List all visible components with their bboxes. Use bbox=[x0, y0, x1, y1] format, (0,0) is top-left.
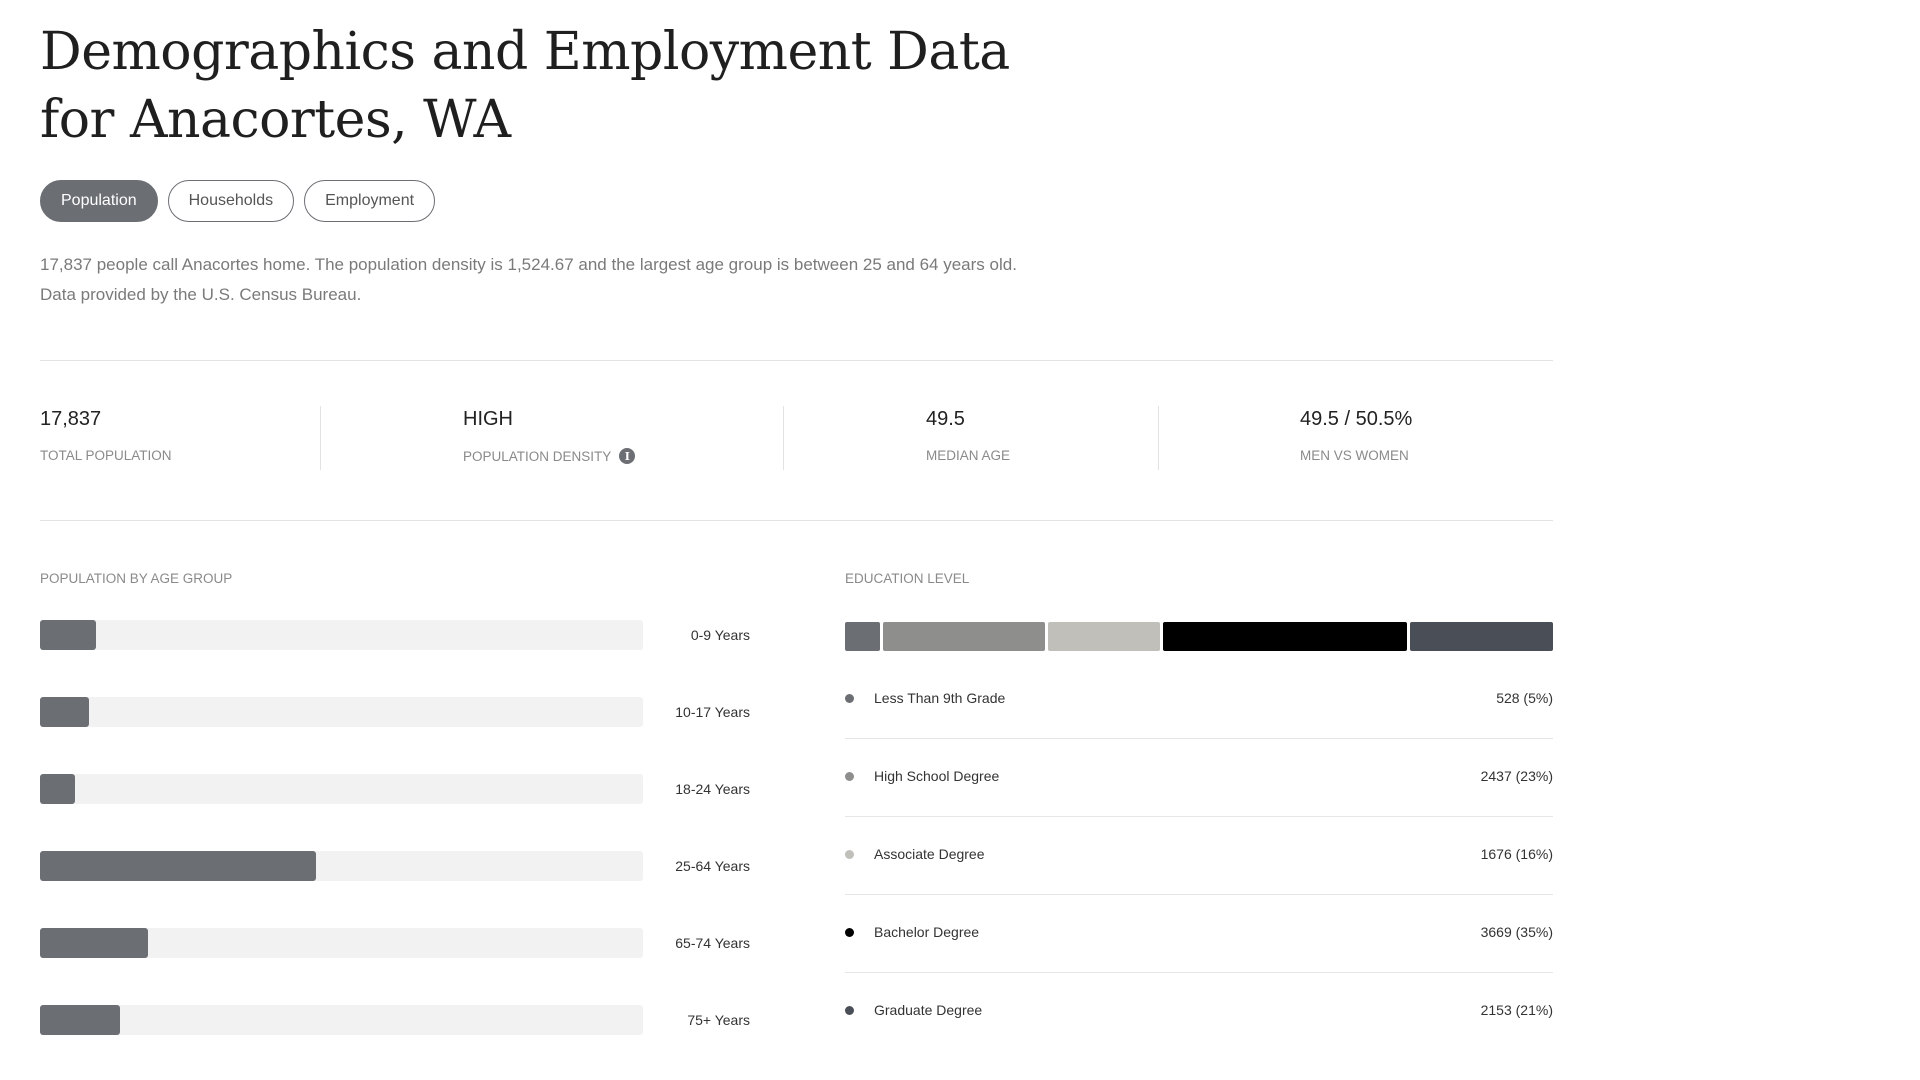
stat-label-text: MEN VS WOMEN bbox=[1300, 448, 1409, 463]
age-group-label: 75+ Years bbox=[687, 1012, 750, 1028]
age-bar-fill bbox=[40, 697, 89, 727]
divider-top bbox=[40, 360, 1553, 361]
tab-population[interactable]: Population bbox=[40, 180, 158, 222]
stat-separator bbox=[1158, 406, 1159, 470]
age-bar-track bbox=[40, 620, 643, 650]
age-group-row: 75+ Years bbox=[40, 1005, 750, 1035]
population-description: 17,837 people call Anacortes home. The p… bbox=[40, 255, 1017, 304]
age-group-row: 18-24 Years bbox=[40, 774, 750, 804]
stat-median-age: 49.5 MEDIAN AGE bbox=[926, 408, 1010, 463]
age-bar-fill bbox=[40, 620, 96, 650]
education-stacked-bar bbox=[845, 622, 1553, 651]
stat-total-population: 17,837 TOTAL POPULATION bbox=[40, 408, 172, 463]
age-bar-track bbox=[40, 1005, 643, 1035]
tab-households[interactable]: Households bbox=[167, 180, 295, 222]
age-group-row: 10-17 Years bbox=[40, 697, 750, 727]
education-level-value: 528 (5%) bbox=[1496, 690, 1553, 706]
stat-population-density: HIGH POPULATION DENSITY i bbox=[463, 408, 636, 464]
education-bar-segment bbox=[1048, 622, 1160, 651]
education-row-divider bbox=[845, 894, 1553, 895]
legend-dot-icon bbox=[845, 771, 854, 781]
stat-men-vs-women: 49.5 / 50.5% MEN VS WOMEN bbox=[1300, 408, 1412, 463]
education-level-value: 3669 (35%) bbox=[1480, 924, 1553, 940]
age-bar-fill bbox=[40, 928, 148, 958]
education-row: Associate Degree 1676 (16%) bbox=[845, 839, 1553, 869]
stat-separator bbox=[783, 406, 784, 470]
age-bar-track bbox=[40, 774, 643, 804]
education-row: High School Degree 2437 (23%) bbox=[845, 761, 1553, 791]
education-level-name: Bachelor Degree bbox=[874, 924, 980, 940]
education-row-divider bbox=[845, 738, 1553, 739]
education-row: Graduate Degree 2153 (21%) bbox=[845, 995, 1553, 1025]
stat-value: 17,837 bbox=[40, 408, 102, 430]
age-group-row: 65-74 Years bbox=[40, 928, 750, 958]
education-section-title: EDUCATION LEVEL bbox=[845, 571, 970, 586]
info-icon[interactable]: i bbox=[619, 448, 636, 464]
education-row: Bachelor Degree 3669 (35%) bbox=[845, 917, 1553, 947]
stat-label-text: TOTAL POPULATION bbox=[40, 448, 172, 463]
age-bar-track bbox=[40, 928, 643, 958]
education-level-value: 2437 (23%) bbox=[1480, 768, 1553, 784]
legend-dot-icon bbox=[845, 849, 854, 859]
legend-dot-icon bbox=[845, 693, 854, 703]
tab-bar: Population Households Employment bbox=[40, 180, 436, 222]
age-bar-track bbox=[40, 851, 643, 881]
age-group-row: 25-64 Years bbox=[40, 851, 750, 881]
education-bar-segment bbox=[1162, 622, 1407, 651]
stat-value: HIGH bbox=[463, 408, 513, 430]
stat-separator bbox=[320, 406, 321, 470]
tab-employment[interactable]: Employment bbox=[304, 180, 436, 222]
age-section-title: POPULATION BY AGE GROUP bbox=[40, 571, 233, 586]
stat-label-text: MEDIAN AGE bbox=[926, 448, 1011, 463]
age-bar-fill bbox=[40, 774, 75, 804]
age-group-label: 25-64 Years bbox=[675, 858, 750, 874]
education-level-value: 1676 (16%) bbox=[1480, 846, 1553, 862]
stat-value: 49.5 bbox=[926, 408, 965, 430]
divider-stats bbox=[40, 520, 1553, 521]
age-group-label: 0-9 Years bbox=[690, 627, 750, 643]
age-group-row: 0-9 Years bbox=[40, 620, 750, 650]
education-bar-segment bbox=[1409, 622, 1553, 651]
education-row: Less Than 9th Grade 528 (5%) bbox=[845, 683, 1553, 713]
stat-label: TOTAL POPULATION bbox=[40, 448, 172, 463]
stat-label: MEDIAN AGE bbox=[926, 448, 1010, 463]
legend-dot-icon bbox=[845, 1005, 854, 1015]
age-group-label: 65-74 Years bbox=[675, 935, 750, 951]
page-title: Demographics and Employment Data for Ana… bbox=[40, 22, 1010, 150]
stat-label: POPULATION DENSITY i bbox=[463, 448, 636, 464]
stat-label: MEN VS WOMEN bbox=[1300, 448, 1412, 463]
age-group-label: 18-24 Years bbox=[675, 781, 750, 797]
age-bar-fill bbox=[40, 1005, 120, 1035]
education-level-name: Associate Degree bbox=[874, 846, 985, 862]
education-bar-segment bbox=[883, 622, 1046, 651]
legend-dot-icon bbox=[845, 927, 854, 937]
age-bar-track bbox=[40, 697, 643, 727]
education-level-value: 2153 (21%) bbox=[1480, 1002, 1553, 1018]
age-group-label: 10-17 Years bbox=[675, 704, 750, 720]
education-level-name: High School Degree bbox=[874, 768, 1000, 784]
education-row-divider bbox=[845, 972, 1553, 973]
education-level-name: Less Than 9th Grade bbox=[874, 690, 1006, 706]
education-bar-segment bbox=[845, 622, 881, 651]
stat-value: 49.5 / 50.5% bbox=[1300, 408, 1413, 430]
stat-label-text: POPULATION DENSITY bbox=[463, 448, 612, 464]
education-level-name: Graduate Degree bbox=[874, 1002, 983, 1018]
age-bar-fill bbox=[40, 851, 316, 881]
education-row-divider bbox=[845, 816, 1553, 817]
